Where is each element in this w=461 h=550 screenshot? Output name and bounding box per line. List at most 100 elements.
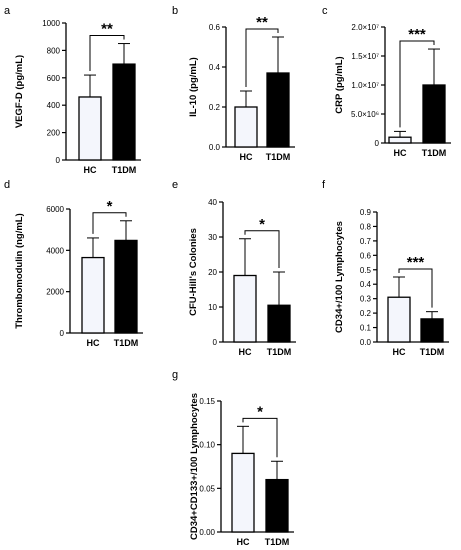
significance-bracket (89, 35, 125, 72)
significance-marker: *** (407, 254, 425, 271)
y-tick-label: 400 (47, 101, 61, 110)
y-tick-label: 0.2 (209, 103, 221, 112)
bar-hc (81, 256, 105, 334)
x-tick-label: T1DM (422, 148, 447, 158)
y-tick-label: 0.4 (209, 63, 221, 72)
y-tick-label: 40 (208, 198, 217, 207)
x-tick-label: HC (84, 165, 97, 175)
x-tick-label: T1DM (112, 165, 137, 175)
y-tick-label: 200 (47, 129, 61, 138)
bar-t1dm (420, 318, 444, 343)
x-tick-label: T1DM (114, 338, 139, 348)
y-tick-label: 0.1 (360, 324, 372, 333)
y-tick-label: 1.5×10⁷ (351, 52, 379, 61)
significance-bracket (398, 268, 433, 308)
y-tick-label: 0.5 (360, 266, 372, 275)
bar-t1dm (266, 72, 290, 148)
bar-hc (388, 136, 412, 144)
x-tick-label: HC (239, 347, 252, 357)
x-tick-label: HC (87, 338, 100, 348)
significance-bracket (245, 28, 279, 87)
y-axis-label: Thrombomodulin (ng/mL) (14, 213, 25, 329)
y-tick-label: 1.0×10⁷ (351, 81, 379, 90)
y-tick-label: 0 (375, 139, 380, 148)
significance-marker: ** (101, 21, 113, 38)
significance-bracket (244, 230, 280, 268)
y-tick-label: 5.0×10⁶ (351, 110, 379, 119)
panel-letter: e (172, 179, 178, 191)
significance-bracket (399, 40, 435, 128)
y-tick-label: 0.00 (199, 528, 215, 537)
y-tick-label: 0.15 (199, 397, 215, 406)
significance-marker: * (257, 403, 263, 420)
x-tick-label: HC (240, 152, 253, 162)
y-tick-label: 0.0 (360, 338, 372, 347)
bar-hc (231, 452, 255, 533)
y-tick-label: 6000 (46, 205, 64, 214)
x-tick-label: T1DM (420, 347, 445, 357)
y-tick-label: 30 (208, 233, 217, 242)
bar-hc (233, 274, 257, 343)
bar-t1dm (265, 478, 289, 533)
panel-b: b IL-10 (pg/mL) 0.0 0.2 0.4 0.6 HC T1DM ** (172, 5, 295, 162)
x-tick-label: T1DM (267, 347, 292, 357)
y-tick-label: 10 (208, 303, 217, 312)
x-tick-label: HC (394, 148, 407, 158)
panel-a: a VEGF-D (pg/mL) 0 200 400 600 800 1000 HC T1DM ** (4, 5, 141, 175)
significance-bracket (92, 212, 127, 234)
y-tick-label: 4000 (46, 246, 64, 255)
y-axis-label: IL-10 (pg/mL) (188, 57, 199, 117)
y-tick-label: 0.05 (199, 484, 215, 493)
y-axis-label: CD34+CD133+/100 Lymphocytes (189, 393, 200, 540)
x-tick-label: T1DM (266, 152, 291, 162)
y-tick-label: 2.0×10⁷ (351, 23, 379, 32)
y-tick-label: 0 (60, 329, 65, 338)
panel-c: c CRP (pg/mL) 0 5.0×10⁶ 1.0×10⁷ 1.5×10⁷ 2.0×10… (322, 5, 451, 158)
y-tick-label: 600 (47, 74, 61, 83)
panel-g: g CD34+CD133+/100 Lymphocytes 0.00 0.05 0.10… (172, 369, 294, 547)
x-tick-label: HC (237, 537, 250, 547)
y-tick-label: 0.6 (360, 251, 372, 260)
y-axis-label: VEGF-D (pg/mL) (14, 55, 25, 128)
y-tick-label: 20 (208, 268, 217, 277)
bar-t1dm (112, 63, 136, 161)
bar-t1dm (422, 84, 446, 144)
bar-hc (78, 96, 102, 161)
panel-f: f CD34+/100 Lymphocytes 0.0 0.1 0.2 0.3 0.4 0.5… (322, 179, 449, 357)
y-tick-label: 0 (213, 338, 218, 347)
y-tick-label: 0.9 (360, 208, 372, 217)
y-tick-label: 0.3 (360, 295, 372, 304)
significance-marker: * (259, 216, 265, 233)
x-tick-label: T1DM (265, 537, 290, 547)
panel-d: d Thrombomodulin (ng/mL) 0 2000 4000 6000 HC T1… (4, 179, 143, 348)
bar-t1dm (267, 304, 291, 343)
bar-t1dm (114, 239, 138, 334)
panel-letter: b (172, 5, 178, 17)
y-tick-label: 800 (47, 46, 61, 55)
significance-bracket (242, 417, 278, 458)
y-axis-label: CRP (pg/mL) (334, 56, 345, 113)
y-tick-label: 0.2 (360, 309, 372, 318)
y-tick-label: 0.10 (199, 441, 215, 450)
y-tick-label: 2000 (46, 288, 64, 297)
panel-letter: a (4, 5, 11, 17)
x-tick-label: HC (393, 347, 406, 357)
y-tick-label: 0 (56, 156, 61, 165)
panel-letter: d (4, 179, 10, 191)
y-tick-label: 0.6 (209, 23, 221, 32)
y-tick-label: 1000 (42, 19, 60, 28)
y-tick-label: 0.7 (360, 237, 372, 246)
bar-hc (387, 296, 411, 343)
y-tick-label: 0.8 (360, 222, 372, 231)
y-tick-label: 0.0 (209, 143, 221, 152)
significance-marker: *** (408, 26, 426, 43)
y-axis-label: CFU-Hill's Colonies (188, 228, 199, 316)
panel-e: e CFU-Hill's Colonies 0 10 20 30 40 HC T1DM * (172, 179, 296, 357)
significance-marker: * (107, 198, 113, 215)
bar-hc (234, 106, 258, 148)
panel-letter: g (172, 369, 178, 381)
significance-marker: ** (256, 14, 268, 31)
panel-letter: c (322, 5, 328, 17)
y-axis-label: CD34+/100 Lymphocytes (334, 221, 345, 333)
